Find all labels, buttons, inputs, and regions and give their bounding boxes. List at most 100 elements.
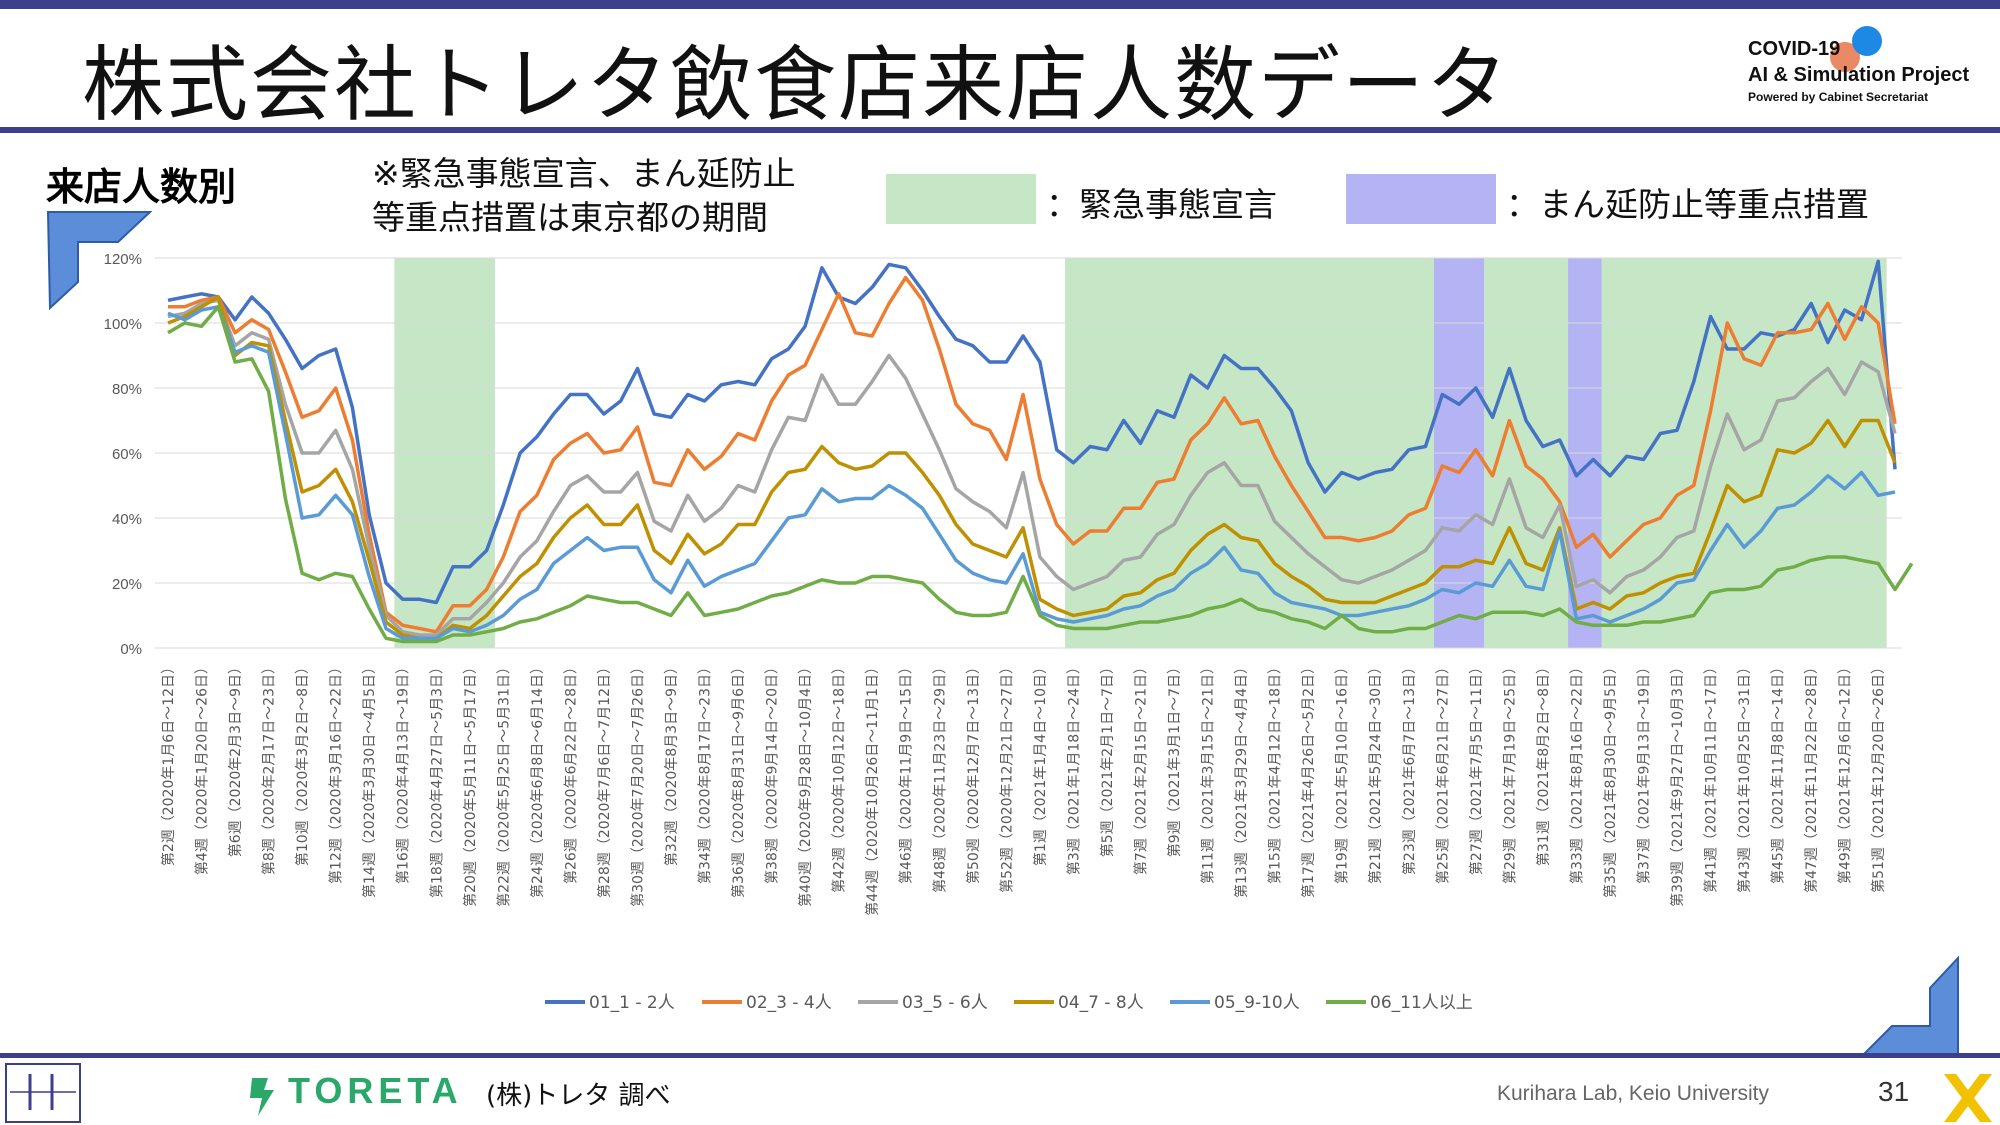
series-line-4 [167,305,1896,641]
x-tick-36: 第21週（2021年5月24日～30日） [1367,660,1384,884]
legend-label-3: 04_7 - 8人 [1058,993,1144,1013]
x-tick-3: 第8週（2020年2月17日～23日） [261,660,278,875]
grid-lines [155,257,1902,649]
x-tick-26: 第1週（2021年1月4日～10日） [1032,660,1049,866]
legend-label-5: 06_11人以上 [1370,993,1473,1013]
x-tick-9: 第20週（2020年5月11日～5月17日） [462,660,479,907]
series-line-3 [167,295,1897,641]
x-tick-48: 第45週（2021年11月8日～14日） [1770,660,1787,884]
legend-label-4: 05_9-10人 [1214,993,1300,1013]
project-logo-line3: Powered by Cabinet Secretariat [1748,90,1929,104]
x-tick-45: 第39週（2021年9月27日～10月3日） [1669,660,1686,907]
x-tick-24: 第50週（2020年12月7日～13日） [965,660,982,884]
project-logo-blue-dot [1852,26,1882,56]
x-tick-38: 第25週（2021年6月21日～27日） [1434,660,1451,884]
x-tick-6: 第14週（2020年3月30日～4月5日） [361,660,378,898]
x-tick-13: 第28週（2020年7月6日～7月12日） [596,660,613,898]
project-logo: COVID-19 AI & Simulation Project Powered… [1748,36,1969,106]
y-tick-5: 100% [104,316,142,333]
x-tick-12: 第26週（2020年6月22日～28日） [562,660,579,884]
legend-label-0: 01_1 - 2人 [589,993,675,1013]
x-tick-44: 第37週（2021年9月13日～19日） [1635,660,1652,884]
x-tick-50: 第49週（2021年12月6日～12日） [1837,660,1854,884]
y-tick-labels: 0% 20% 40% 60% 80% 100% 120% [104,251,142,658]
page-title: 株式会社トレタ飲食店来店人数データ [82,38,1511,133]
x-tick-34: 第17週（2021年4月26日～5月2日） [1300,660,1317,898]
keio-logo [5,1063,81,1123]
section-label: 来店人数別 [46,165,237,209]
x-tick-15: 第32週（2020年8月3日～9日） [663,660,680,866]
emergency-legend-swatch [886,174,1036,224]
y-tick-0: 0% [120,641,142,658]
x-tick-40: 第29週（2021年7月19日～25日） [1501,660,1518,884]
series-lines [167,259,1914,644]
project-logo-line1: COVID-19 [1748,38,1841,60]
x-tick-32: 第13週（2021年3月29日～4月4日） [1233,660,1250,898]
priority-legend-label: ：まん延防止等重点措置 [1506,185,1869,224]
y-tick-3: 60% [112,446,142,463]
x-tick-2: 第6週（2020年2月3日～9日） [227,660,244,857]
x-tick-25: 第52週（2020年12月21日～27日） [998,660,1015,893]
x-tick-22: 第46週（2020年11月9日～15日） [898,660,915,884]
x-tick-16: 第34週（2020年8月17日～23日） [697,660,714,884]
page-number: 31 [1878,1076,1910,1107]
x-tick-19: 第40週（2020年9月28日～10月4日） [797,660,814,907]
toreta-brand: TORETA [288,1070,463,1111]
x-tick-14: 第30週（2020年7月20日～7月26日） [629,660,646,907]
x-tick-0: 第2週（2020年1月6日～12日） [160,660,177,866]
note-text: ※緊急事態宣言、まん延防止 等重点措置は東京都の期間 [372,152,796,240]
x-tick-28: 第5週（2021年2月1日～7日） [1099,660,1116,857]
x-tick-21: 第44週（2020年10月26日～11月1日） [864,660,881,916]
x-tick-37: 第23週（2021年6月7日～13日） [1401,660,1418,875]
header-bottom-bar [0,127,2000,133]
note-line2: 等重点措置は東京都の期間 [372,198,768,237]
x-tick-7: 第16週（2020年4月13日～19日） [395,660,412,884]
x-tick-39: 第27週（2021年7月5日～11日） [1468,660,1485,875]
y-tick-1: 20% [112,576,142,593]
series-line-0 [167,259,1897,605]
x-tick-17: 第36週（2020年8月31日～9月6日） [730,660,747,898]
x-tick-51: 第51週（2021年12月20日～26日） [1870,660,1887,893]
y-tick-4: 80% [112,381,142,398]
y-tick-6: 120% [104,251,142,268]
x-tick-20: 第42週（2020年10月12日～18日） [831,660,848,893]
x-tick-30: 第9週（2021年3月1日～7日） [1166,660,1183,857]
series-line-5 [167,305,1914,644]
x-tick-41: 第31週（2021年8月2日～8日） [1535,660,1552,866]
legend-label-1: 02_3 - 4人 [746,993,832,1013]
x-tick-4: 第10週（2020年3月2日～8日） [294,660,311,866]
header-top-bar [0,0,2000,9]
x-tick-10: 第22週（2020年5月25日～5月31日） [495,660,512,907]
footer-bar [0,1053,2000,1058]
source-note: (株)トレタ 調べ [486,1081,671,1111]
x-tick-8: 第18週（2020年4月27日～5月3日） [428,660,445,898]
x-tick-47: 第43週（2021年10月25日～31日） [1736,660,1753,893]
x-tick-49: 第47週（2021年11月22日～28日） [1803,660,1820,893]
cross-logo [1944,1074,1992,1122]
project-logo-line2: AI & Simulation Project [1748,64,1970,86]
x-tick-18: 第38週（2020年9月14日～20日） [764,660,781,884]
y-tick-2: 40% [112,511,142,528]
lab-credit: Kurihara Lab, Keio University [1497,1082,1769,1105]
x-tick-27: 第3週（2021年1月18日～24日） [1065,660,1082,875]
x-tick-33: 第15週（2021年4月12日～18日） [1267,660,1284,884]
series-line-1 [168,275,1897,634]
corner-bracket-top-left [46,211,153,311]
corner-bracket-bottom-right [1859,955,1959,1057]
series-legend: 01_1 - 2人 02_3 - 4人 03_5 - 6人 04_7 - 8人 05_9… [545,993,1473,1013]
x-tick-23: 第48週（2020年11月23日～29日） [931,660,948,893]
legend-label-2: 03_5 - 6人 [902,993,988,1013]
note-line1: ※緊急事態宣言、まん延防止 [372,154,796,193]
x-tick-5: 第12週（2020年3月16日～22日） [328,660,345,884]
toreta-icon [250,1078,274,1116]
priority-legend-swatch [1346,174,1496,224]
series-line-2 [167,298,1897,637]
x-tick-35: 第19週（2021年5月10日～16日） [1334,660,1351,884]
x-tick-1: 第4週（2020年1月20日～26日） [194,660,211,875]
emergency-legend-label: ：緊急事態宣言 [1046,185,1277,224]
x-tick-46: 第41週（2021年10月11日～17日） [1703,660,1720,893]
x-tick-labels: 第2週（2020年1月6日～12日） 第4週（2020年1月20日～26日） 第6週… [160,660,1887,916]
footer-decorations [5,1063,1992,1123]
x-tick-42: 第33週（2021年8月16日～22日） [1568,660,1585,884]
